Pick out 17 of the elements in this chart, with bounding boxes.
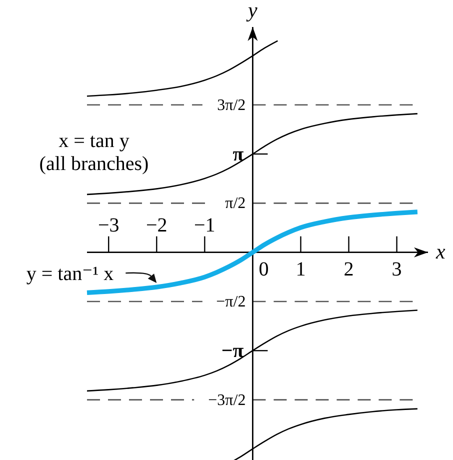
ref-line-label: −π/2 xyxy=(216,293,246,310)
x-tick-label: 0 xyxy=(258,258,269,281)
ref-line-label: π/2 xyxy=(225,195,246,212)
x-tick-label: 1 xyxy=(296,258,306,281)
annotation: x = tan y (all branches) xyxy=(39,130,149,175)
x-axis-title: x xyxy=(435,239,446,264)
x2-tick-label: −2 xyxy=(146,214,168,236)
x-tick-label: 3 xyxy=(392,258,402,281)
x2-tick-label: −3 xyxy=(98,214,120,236)
y-tick-label: π xyxy=(232,143,244,166)
annotation: y = tan⁻¹ x xyxy=(26,263,114,286)
y-axis-title: y xyxy=(246,0,258,22)
x2-tick-label: −1 xyxy=(194,214,216,236)
ref-line-label: −3π/2 xyxy=(208,392,246,409)
ref-line-label: 3π/2 xyxy=(217,96,246,114)
y-tick-label: −π xyxy=(221,340,244,362)
x-tick-label: 2 xyxy=(344,258,354,281)
